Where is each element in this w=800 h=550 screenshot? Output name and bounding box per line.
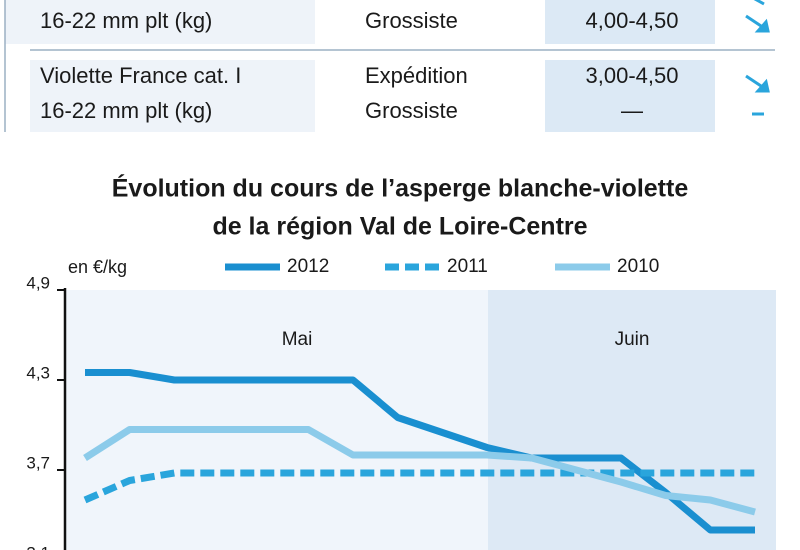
chart-title: Évolution du cours de l’asperge blanche-… (112, 174, 689, 203)
y-tick-label: 4,3 (26, 363, 50, 382)
cell-bg (30, 60, 315, 132)
month-label: Juin (615, 329, 650, 350)
price-cell: 4,00-4,50 (586, 8, 679, 33)
market-cell: Grossiste (365, 98, 458, 123)
series-line (83, 469, 755, 504)
product-cell: 16-22 mm plt (kg) (40, 98, 212, 123)
legend-label: 2010 (617, 256, 659, 277)
cell-bg (545, 0, 715, 44)
market-cell: Grossiste (365, 8, 458, 33)
y-axis-label: en €/kg (68, 257, 127, 277)
legend-label: 2012 (287, 256, 329, 277)
y-tick-label: 3,7 (26, 453, 50, 472)
month-band (65, 290, 488, 550)
price-cell: — (621, 98, 643, 123)
market-cell: Expédition (365, 63, 468, 88)
price-cell: 3,00-4,50 (586, 63, 679, 88)
cell-bg (5, 0, 315, 44)
month-label: Mai (282, 329, 313, 350)
product-cell: Violette France cat. I (40, 63, 241, 88)
cell-bg (545, 60, 715, 132)
y-tick-label: 3,1 (26, 543, 50, 550)
chart-title: de la région Val de Loire-Centre (212, 213, 587, 241)
product-cell: 16-22 mm plt (kg) (40, 8, 212, 33)
y-tick-label: 4,9 (26, 273, 50, 292)
series-line (83, 426, 756, 516)
trend-icons (745, 0, 770, 116)
legend-label: 2011 (447, 256, 488, 277)
